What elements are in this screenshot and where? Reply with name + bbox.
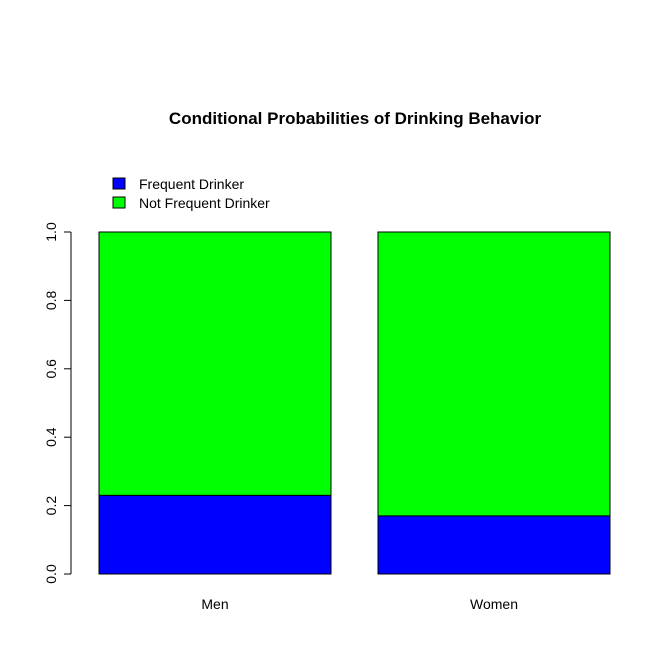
y-tick-label: 0.8 — [43, 290, 59, 310]
legend-swatch-not-frequent-drinker — [112, 196, 126, 209]
y-axis: 0.0 0.2 0.4 0.6 0.8 1.0 — [43, 222, 72, 584]
x-axis-labels: Men Women — [201, 596, 518, 612]
bar-men-frequent-drinker — [98, 494, 332, 575]
legend-swatch-frequent-drinker — [112, 177, 126, 190]
y-tick-label: 0.6 — [43, 359, 59, 379]
legend-label-frequent-drinker: Frequent Drinker — [139, 176, 244, 192]
legend: Frequent Drinker Not Frequent Drinker — [112, 176, 270, 211]
y-tick-label: 1.0 — [43, 222, 59, 242]
y-tick-label: 0.0 — [43, 564, 59, 584]
bars — [98, 231, 611, 575]
y-tick-label: 0.4 — [43, 427, 59, 447]
legend-label-not-frequent-drinker: Not Frequent Drinker — [139, 195, 270, 211]
bar-women-frequent-drinker — [377, 515, 611, 575]
x-category-label: Women — [470, 596, 518, 612]
x-category-label: Men — [201, 596, 228, 612]
bar-men-not-frequent-drinker — [98, 231, 332, 496]
chart-title: Conditional Probabilities of Drinking Be… — [169, 109, 542, 128]
y-tick-label: 0.2 — [43, 496, 59, 516]
bar-women-not-frequent-drinker — [377, 231, 611, 517]
